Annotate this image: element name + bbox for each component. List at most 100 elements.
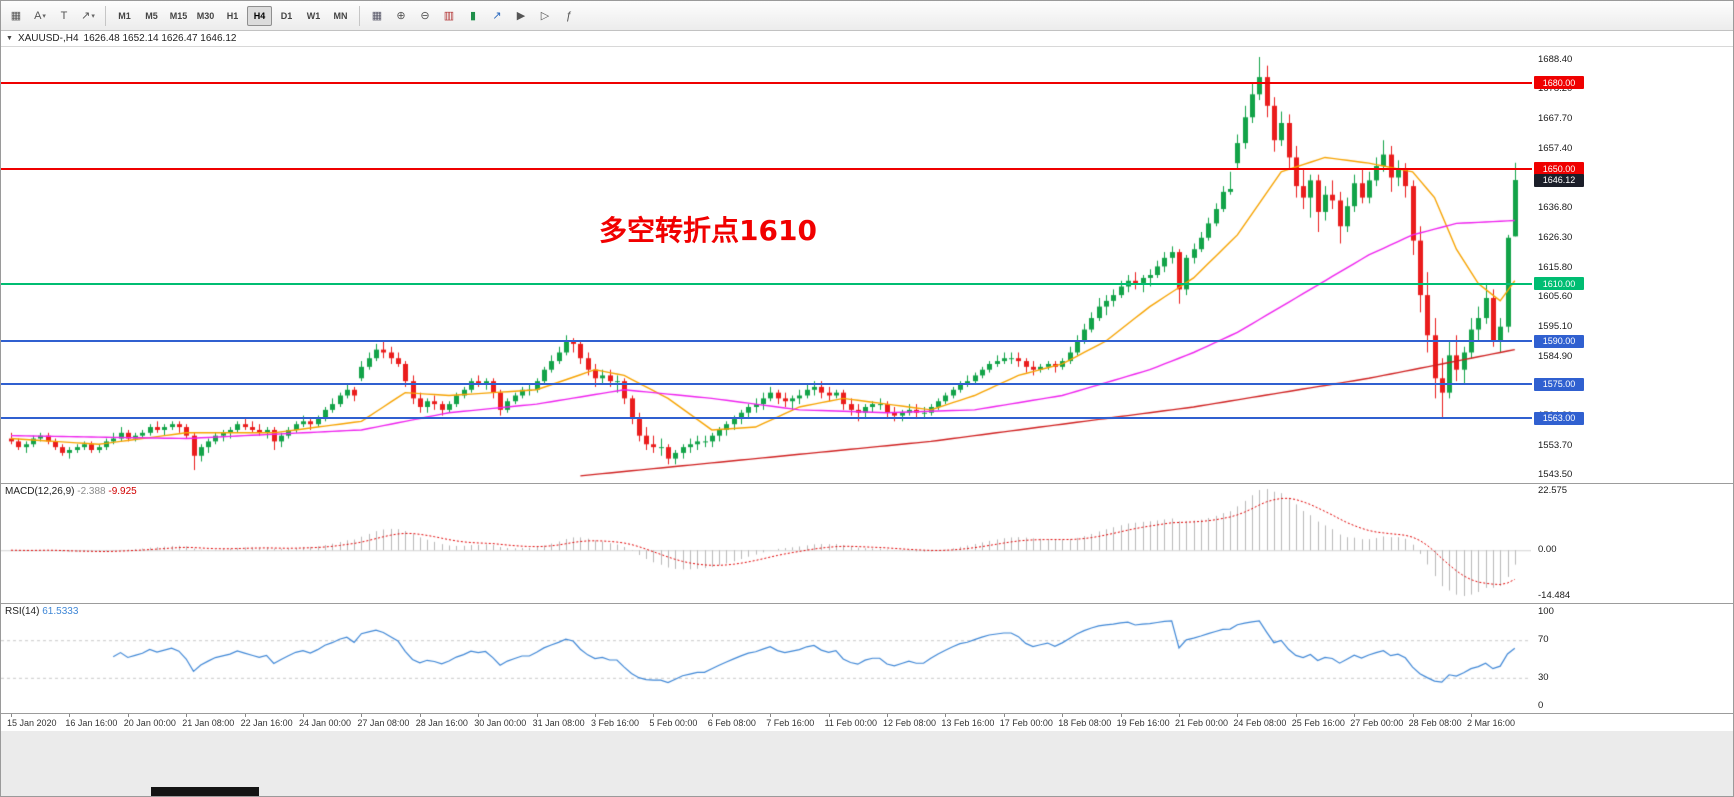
time-axis-label: 3 Feb 16:00 — [591, 718, 640, 728]
tile-windows-icon[interactable]: ▦ — [371, 10, 383, 22]
time-tick — [1062, 714, 1064, 717]
price-level-line-1650-00[interactable] — [1, 167, 1532, 170]
macd-scale-zero: 0.00 — [1538, 544, 1557, 556]
time-axis-label: 24 Jan 00:00 — [299, 718, 352, 728]
time-tick — [653, 714, 655, 717]
candlestick-chart-icon[interactable]: ▮ — [469, 10, 477, 22]
taskbar-fragment — [151, 787, 259, 796]
macd-label: MACD(12,26,9) — [5, 486, 75, 497]
rsi-value: 61.5333 — [42, 606, 79, 617]
new-order-icon[interactable]: ▦ — [10, 10, 22, 22]
zoom-in-icon[interactable]: ⊕ — [396, 10, 406, 22]
macd-panel-label: MACD(12,26,9) -2.388 -9.925 — [5, 486, 137, 497]
price-level-badge-1590-00: 1590.00 — [1534, 334, 1584, 348]
macd-main-value: -2.388 — [77, 486, 106, 497]
timeframe-d1[interactable]: D1 — [280, 10, 293, 21]
timeframe-m15[interactable]: M15 — [169, 10, 188, 21]
time-axis-label: 31 Jan 08:00 — [532, 718, 585, 728]
timeframe-w1[interactable]: W1 — [306, 10, 321, 21]
time-axis-label: 27 Jan 08:00 — [357, 718, 410, 728]
time-tick — [1412, 714, 1414, 717]
timeframe-h1[interactable]: H1 — [226, 10, 239, 21]
price-level-line-1563-00[interactable] — [1, 417, 1532, 420]
price-level-line-1680-00[interactable] — [1, 81, 1532, 84]
price-level-line-1590-00[interactable] — [1, 340, 1532, 342]
time-tick — [1003, 714, 1005, 717]
y-axis-tick-label: 1605.60 — [1538, 291, 1573, 303]
rsi-indicator-canvas[interactable] — [1, 604, 1531, 714]
time-tick — [828, 714, 830, 717]
time-axis-label: 28 Jan 16:00 — [415, 718, 468, 728]
time-tick — [1179, 714, 1180, 717]
chart-annotation-text[interactable]: 多空转折点1610 — [599, 214, 817, 247]
chart-title-symbol: XAUUSD-,H4 — [17, 33, 79, 44]
bar-chart-icon[interactable]: ▥ — [443, 10, 455, 22]
line-chart-icon[interactable]: ↗ — [492, 10, 502, 22]
time-axis-label: 15 Jan 2020 — [7, 718, 57, 728]
time-tick — [770, 714, 772, 717]
time-axis-label: 2 Mar 16:00 — [1467, 718, 1516, 728]
indicators-icon[interactable]: ƒ — [565, 9, 573, 22]
macd-indicator-canvas[interactable] — [1, 484, 1531, 604]
rsi-scale-label: 30 — [1538, 671, 1549, 683]
chart-title-ohlc: 1626.48 1652.14 1626.47 1646.12 — [83, 33, 237, 44]
time-axis-label: 7 Feb 16:00 — [766, 718, 815, 728]
draw-line-tool[interactable]: ↗ ▾ — [81, 10, 95, 22]
time-axis-label: 13 Feb 16:00 — [941, 718, 995, 728]
symbol-dropdown-icon[interactable]: ▼ — [6, 35, 13, 42]
time-tick — [1295, 714, 1297, 717]
time-tick — [1354, 714, 1356, 717]
chart-shift-icon[interactable]: ▷ — [540, 10, 550, 22]
price-level-line-1575-00[interactable] — [1, 383, 1532, 386]
price-axis[interactable]: 1688.401678.201667.701657.401647.101636.… — [1533, 31, 1733, 731]
time-axis[interactable]: 15 Jan 2020 16 Jan 16:00 20 Jan 00:00 21 Ja… — [1, 713, 1733, 731]
time-tick — [11, 714, 12, 717]
zoom-out-icon[interactable]: ⊖ — [420, 10, 430, 22]
price-level-badge-1575-00: 1575.00 — [1534, 377, 1584, 391]
toolbar: ▦ A ▾ T ↗ ▾ M1 M5 M15 M30 H1 H4 D1 W1 MN ▦ ⊕ ⊖ ▥ ▮ ↗ ▶ ▷ ƒ — [1, 1, 1733, 31]
time-axis-label: 6 Feb 08:00 — [707, 718, 756, 728]
timeframe-m1[interactable]: M1 — [118, 10, 131, 21]
macd-signal-value: -9.925 — [108, 486, 137, 497]
time-axis-label: 20 Jan 00:00 — [123, 718, 176, 728]
rsi-panel: RSI(14) 61.5333 — [1, 603, 1733, 714]
y-axis-tick-label: 1584.90 — [1538, 350, 1573, 362]
cursor-tool[interactable]: A ▾ — [34, 9, 46, 22]
time-axis-label: 19 Feb 16:00 — [1116, 718, 1170, 728]
rsi-scale-label: 70 — [1538, 634, 1549, 646]
rsi-scale-label: 0 — [1538, 700, 1544, 711]
y-axis-tick-label: 1615.80 — [1538, 262, 1573, 273]
auto-scroll-icon[interactable]: ▶ — [516, 10, 526, 22]
price-level-badge-1650-00: 1650.00 — [1534, 162, 1584, 176]
price-level-line-1610-00[interactable] — [1, 282, 1532, 285]
status-strip — [1, 731, 1733, 796]
price-panel: 多空转折点1610 — [1, 47, 1532, 483]
time-axis-label: 17 Feb 00:00 — [999, 718, 1053, 728]
time-tick — [69, 714, 71, 717]
price-level-badge-1610-00: 1610.00 — [1534, 277, 1584, 291]
timeframe-m30[interactable]: M30 — [196, 10, 215, 21]
time-axis-label: 30 Jan 00:00 — [474, 718, 527, 728]
timeframe-toolbar: M1 M5 M15 M30 H1 H4 D1 W1 MN — [112, 5, 353, 26]
toolbar-tools-left: ▦ A ▾ T ↗ ▾ — [5, 5, 99, 27]
time-axis-label: 24 Feb 08:00 — [1233, 718, 1287, 728]
price-chart-canvas[interactable] — [1, 47, 1531, 483]
time-axis-label: 16 Jan 16:00 — [65, 718, 118, 728]
y-axis-tick-label: 1688.40 — [1538, 53, 1573, 65]
time-tick — [303, 714, 304, 717]
y-axis-tick-label: 1595.10 — [1538, 321, 1573, 333]
toolbar-separator — [359, 5, 360, 26]
time-tick — [711, 714, 713, 717]
time-tick — [478, 714, 480, 717]
macd-panel: MACD(12,26,9) -2.388 -9.925 — [1, 483, 1733, 604]
time-tick — [127, 714, 129, 717]
timeframe-h4[interactable]: H4 — [247, 5, 272, 26]
time-tick — [1471, 714, 1472, 717]
time-axis-label: 18 Feb 08:00 — [1058, 718, 1112, 728]
text-tool[interactable]: T — [60, 9, 68, 22]
macd-scale-min: -14.484 — [1538, 590, 1571, 601]
timeframe-m5[interactable]: M5 — [145, 10, 158, 21]
timeframe-mn[interactable]: MN — [333, 10, 348, 21]
time-axis-label: 28 Feb 08:00 — [1408, 718, 1462, 728]
